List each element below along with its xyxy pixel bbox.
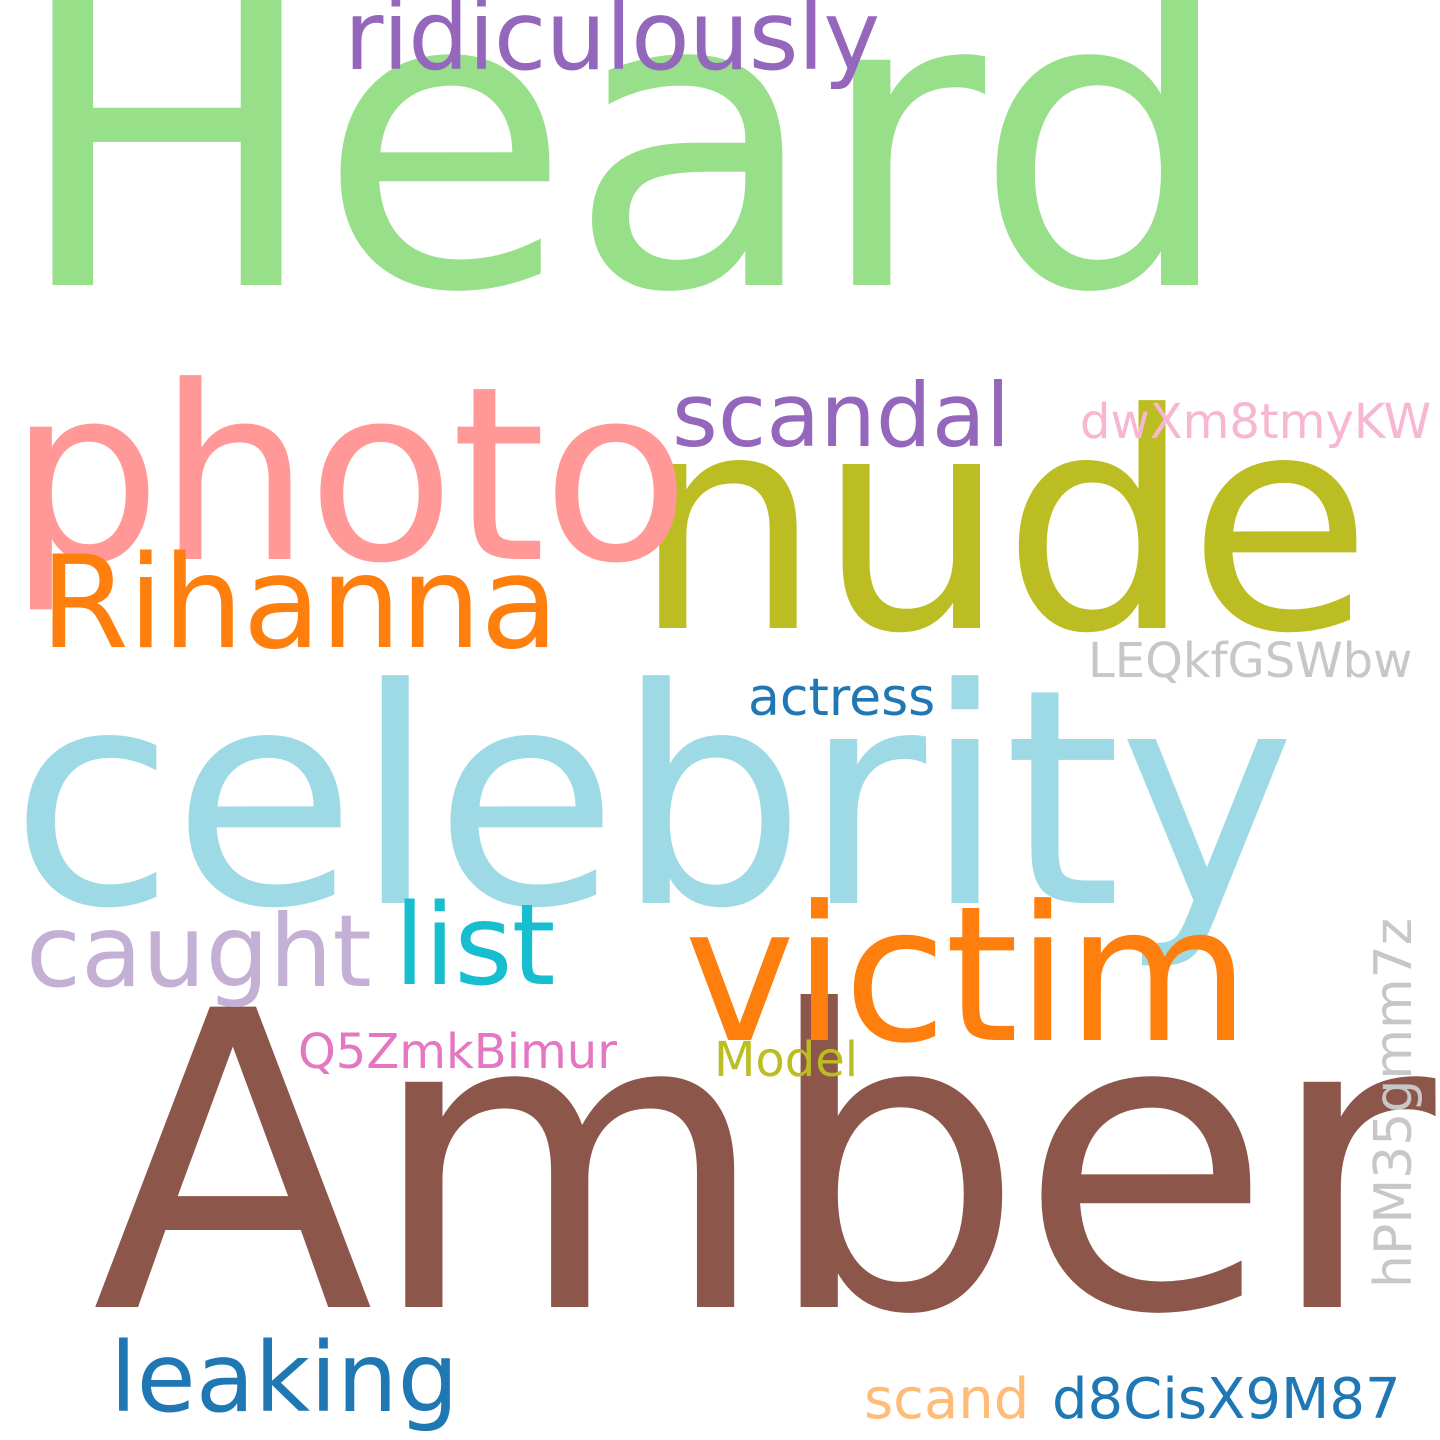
word-leaking: leaking <box>110 1322 459 1434</box>
word-caught: caught <box>26 893 372 1010</box>
word-heard: Heard <box>12 0 1235 383</box>
word-amber: Amber <box>92 926 1436 1405</box>
word-leqkfgswbw: LEQkfGSWbw <box>1088 633 1413 689</box>
word-victim: victim <box>684 866 1250 1085</box>
word-hpm35gmm7z: hPM35gmm7z <box>1364 917 1424 1288</box>
word-d8cisx9m87: d8CisX9M87 <box>1052 1367 1401 1432</box>
word-scandal: scandal <box>672 364 1011 467</box>
word-celebrity: celebrity <box>10 625 1296 974</box>
word-nude: nude <box>632 350 1372 699</box>
word-dwxm8tmykw: dwXm8tmyKW <box>1080 394 1432 450</box>
word-q5zmkbimur: Q5ZmkBimur <box>298 1024 617 1080</box>
word-scand: scand <box>864 1367 1030 1432</box>
word-photo: photo <box>8 335 690 617</box>
word-actress: actress <box>748 668 936 728</box>
word-rihanna: Rihanna <box>40 529 559 678</box>
word-model: Model <box>714 1032 859 1088</box>
word-list: list <box>394 881 555 1011</box>
word-ridiculously: ridiculously <box>344 0 880 92</box>
